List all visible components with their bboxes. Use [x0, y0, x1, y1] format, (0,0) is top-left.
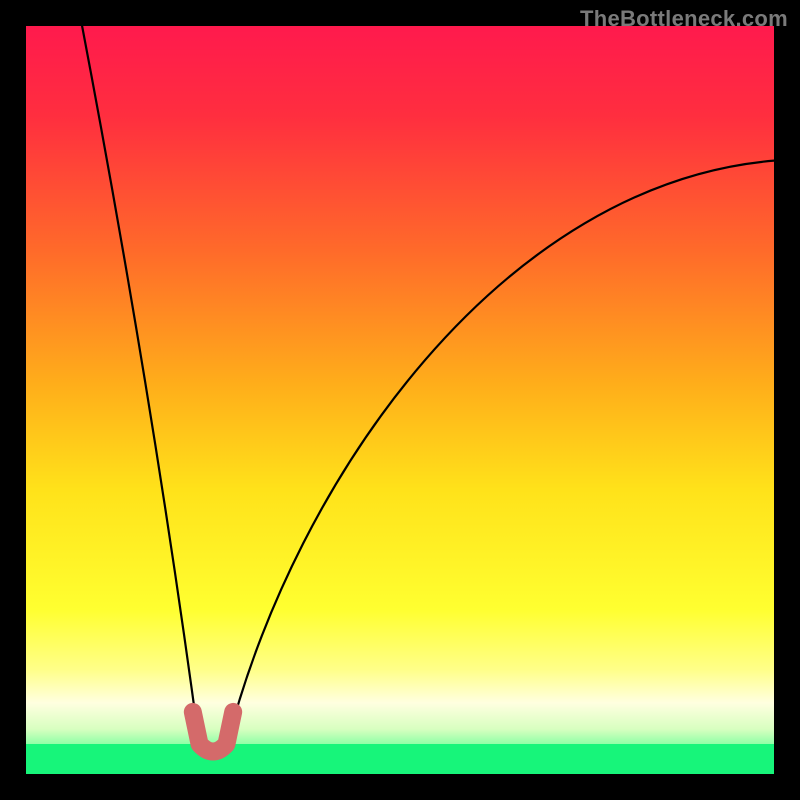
- curve-layer: [26, 26, 774, 774]
- v-notch-curve: [82, 26, 774, 746]
- plot-area: [26, 26, 774, 774]
- marker-u-shape: [193, 712, 233, 752]
- chart-canvas: TheBottleneck.com: [0, 0, 800, 800]
- watermark-text: TheBottleneck.com: [580, 6, 788, 32]
